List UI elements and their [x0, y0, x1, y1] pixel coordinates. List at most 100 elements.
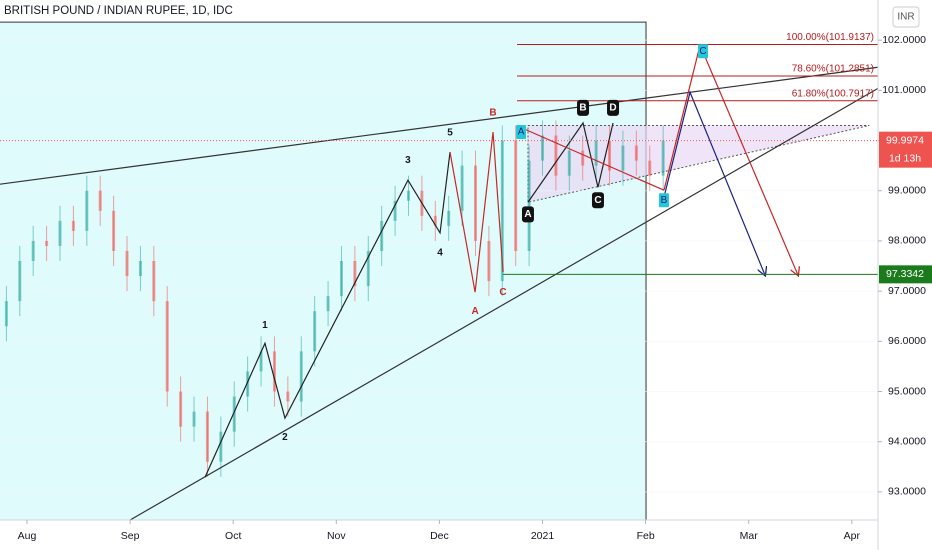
- candle-body: [541, 135, 545, 161]
- drawing-layer: [0, 43, 879, 521]
- candle-body: [246, 371, 250, 397]
- candle-body: [393, 200, 397, 221]
- label-box: [516, 125, 527, 140]
- candle-body: [152, 261, 156, 302]
- candle-body: [18, 261, 22, 302]
- x-tick-label: Feb: [637, 530, 655, 542]
- wave-label: 5: [447, 128, 453, 139]
- x-tick-label: 2021: [531, 530, 555, 542]
- y-tick-label: 98.0000: [888, 235, 926, 247]
- candle-body: [487, 240, 491, 282]
- candle-body: [179, 391, 183, 427]
- candle-body: [567, 150, 571, 176]
- drawing-line: [0, 66, 879, 185]
- candle-body: [661, 140, 665, 176]
- wave-label: C: [594, 195, 601, 206]
- label-box: [658, 193, 669, 208]
- candle-body: [31, 240, 35, 262]
- label-box: [521, 206, 534, 223]
- wave-label: A: [524, 209, 531, 220]
- wave-label: B: [661, 195, 668, 206]
- chart-title: BRITISH POUND / INDIAN RUPEE, 1D, IDC: [4, 5, 233, 17]
- drawing-line: [521, 127, 665, 191]
- candle-body: [98, 190, 102, 211]
- currency-badge[interactable]: [892, 6, 920, 28]
- candle-body: [473, 165, 477, 241]
- y-tick-label: 101.0000: [882, 84, 926, 96]
- candle-body: [621, 145, 625, 171]
- label-box: [698, 44, 709, 59]
- countdown-label: 1d 13h: [889, 152, 921, 164]
- candle-body: [205, 411, 209, 462]
- candle-body: [71, 220, 75, 231]
- currency-label[interactable]: INR: [897, 12, 914, 23]
- wave-label: 4: [437, 248, 443, 259]
- candle-body: [58, 220, 62, 246]
- candle-body: [299, 351, 303, 402]
- highlight-zone: [0, 22, 647, 521]
- candle-body: [433, 215, 437, 226]
- candle-body: [634, 145, 638, 161]
- y-tick-label: 96.0000: [888, 335, 926, 347]
- candle-body: [4, 301, 8, 327]
- label-box: [577, 99, 590, 116]
- wave-label: 2: [282, 432, 288, 443]
- candle-body: [219, 431, 223, 462]
- candle-body: [125, 250, 129, 277]
- drawing-line: [129, 87, 879, 521]
- wave-label: B: [579, 103, 586, 114]
- candle-body: [460, 165, 464, 211]
- y-tick-label: 99.0000: [888, 185, 926, 197]
- last-price-label: 99.9974: [886, 134, 924, 146]
- candle-body: [286, 391, 290, 402]
- fib-label: 61.80%(100.7917): [792, 88, 874, 99]
- x-tick-label: Apr: [844, 530, 861, 542]
- x-tick-label: Mar: [740, 530, 759, 542]
- candle-body: [259, 351, 263, 372]
- candle-body: [366, 250, 370, 287]
- drawing-line: [449, 131, 504, 293]
- wave-label: A: [471, 306, 478, 317]
- time-axis-bg: [0, 520, 878, 550]
- target-badge: [879, 265, 932, 284]
- candle-body: [326, 296, 330, 312]
- candle-body: [608, 140, 612, 171]
- candle-body: [594, 140, 598, 166]
- candle-body: [165, 301, 169, 392]
- candle-body: [272, 351, 276, 392]
- x-tick-label: Dec: [430, 530, 449, 542]
- wave-label: A: [518, 127, 525, 138]
- wave-label: C: [699, 46, 706, 57]
- candle-body: [527, 160, 531, 251]
- candle-body: [648, 160, 652, 176]
- label-layer: 100.00%(101.9137) 78.60%(101.2851) 61.80%(…: [262, 32, 874, 443]
- axis-layer: 93.0000 94.0000 95.0000 96.0000 97.0000 98.00…: [18, 34, 932, 542]
- y-tick-label: 94.0000: [888, 435, 926, 447]
- y-tick-label: 95.0000: [888, 385, 926, 397]
- background-layer: [0, 21, 878, 521]
- drawing-line: [204, 152, 451, 478]
- fib-label: 100.00%(101.9137): [786, 32, 874, 43]
- candle-body: [138, 261, 142, 277]
- candle-body: [554, 135, 558, 176]
- drawing-line: [527, 121, 614, 203]
- x-tick-label: Aug: [18, 530, 37, 542]
- candle-layer: [4, 120, 665, 477]
- candle-body: [581, 150, 585, 166]
- candle-body: [353, 261, 357, 287]
- wave-label: 3: [405, 155, 411, 166]
- candle-body: [85, 190, 89, 231]
- wave-label: C: [499, 287, 506, 298]
- target-label: 97.3342: [886, 268, 924, 280]
- wave-label: 1: [262, 320, 268, 331]
- wave-label: B: [489, 108, 496, 119]
- x-tick-label: Oct: [225, 530, 241, 542]
- last-price-badge: [879, 131, 932, 168]
- candle-body: [112, 210, 116, 251]
- y-tick-label: 102.0000: [882, 34, 926, 46]
- wave-label: D: [609, 103, 616, 114]
- candle-body: [380, 220, 384, 251]
- candle-body: [45, 240, 49, 246]
- candle-body: [192, 411, 196, 427]
- y-tick-label: 93.0000: [888, 486, 926, 498]
